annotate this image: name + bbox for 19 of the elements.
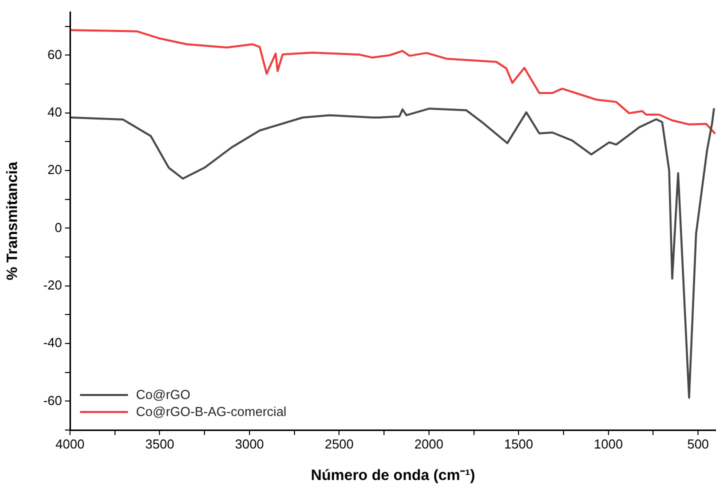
y-tick-label: -40 (43, 335, 62, 350)
x-tick-label: 500 (687, 436, 709, 452)
x-tick-label: 1000 (594, 436, 623, 452)
x-tick-label: 2500 (324, 436, 354, 452)
y-tick-label: 20 (48, 162, 62, 178)
y-tick-label: 60 (48, 46, 62, 62)
y-axis-title: % Transmitancia (4, 161, 22, 280)
x-tick-label: 3000 (234, 436, 264, 452)
x-axis-title: Número de onda (cm⁻¹) (310, 467, 476, 484)
y-tick-label: 40 (48, 104, 62, 120)
x-tick-label: 4000 (56, 436, 84, 452)
y-tick-label: 0 (54, 220, 62, 235)
x-tick-label: 1500 (504, 436, 534, 452)
x-tick-label: 3500 (145, 436, 174, 452)
legend-label: Co@rGO-B-AG-comercial (136, 404, 286, 419)
y-tick-label: -20 (43, 277, 62, 292)
legend-label: Co@rGO (136, 387, 190, 402)
y-tick-label: -60 (43, 392, 62, 408)
x-tick-label: 2000 (414, 436, 444, 452)
